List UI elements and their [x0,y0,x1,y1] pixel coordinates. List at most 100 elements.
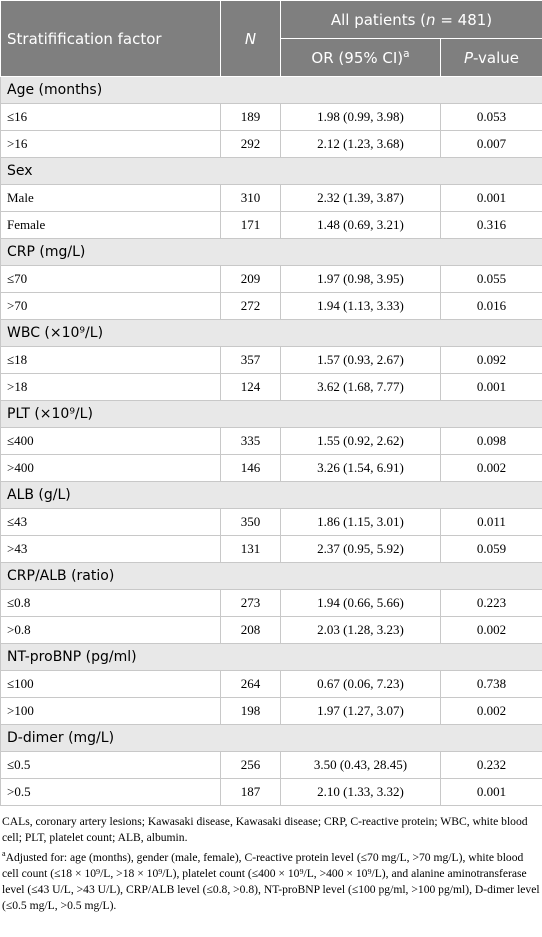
data-row: >0.8 208 2.03 (1.28, 3.23) 0.002 [0,616,542,644]
header-text: P [463,48,474,67]
data-cell: ≤0.5 [0,751,221,779]
data-cell: 1.98 (0.99, 3.98) [280,103,441,131]
data-row: ≤0.5 256 3.50 (0.43, 28.45) 0.232 [0,751,542,779]
group-title: ALB (g/L) [0,481,542,509]
data-cell: 0.016 [439,292,542,320]
data-cell: 0.232 [439,751,542,779]
data-cell: 256 [220,751,281,779]
data-cell: Male [0,184,221,212]
data-cell: 310 [220,184,281,212]
data-cell: 2.03 (1.28, 3.23) [280,616,441,644]
data-cell: 171 [220,211,281,239]
footnote: aAdjusted for: age (months), gender (mal… [2,850,540,914]
data-cell: >400 [0,454,221,482]
data-cell: ≤70 [0,265,221,293]
group-row: PLT (×10⁹/L) [0,400,542,428]
data-row: >100 198 1.97 (1.27, 3.07) 0.002 [0,697,542,725]
header-row: OR (95% CI)a P-value [1,38,542,77]
data-row: ≤18 357 1.57 (0.93, 2.67) 0.092 [0,346,542,374]
data-row: >400 146 3.26 (1.54, 6.91) 0.002 [0,454,542,482]
data-cell: 1.94 (0.66, 5.66) [280,589,441,617]
group-title: WBC (×10⁹/L) [0,319,542,347]
group-title: Age (months) [0,76,542,104]
data-row: >18 124 3.62 (1.68, 7.77) 0.001 [0,373,542,401]
footnote-text: Adjusted for: age (months), gender (male… [2,851,540,912]
data-cell: 131 [220,535,281,563]
data-cell: 292 [220,130,281,158]
footnote: CALs, coronary artery lesions; Kawasaki … [2,815,528,844]
data-cell: 124 [220,373,281,401]
data-row: ≤0.8 273 1.94 (0.66, 5.66) 0.223 [0,589,542,617]
data-cell: 0.223 [439,589,542,617]
data-cell: 1.86 (1.15, 3.01) [280,508,441,536]
data-cell: >0.5 [0,778,221,806]
data-cell: ≤16 [0,103,221,131]
header-text: = 481) [435,10,493,29]
group-row: Age (months) [0,76,542,104]
header-text: OR (95% CI) [311,48,404,67]
data-cell: ≤43 [0,508,221,536]
data-cell: 1.57 (0.93, 2.67) [280,346,441,374]
footnotes: CALs, coronary artery lesions; Kawasaki … [0,806,542,914]
group-row: WBC (×10⁹/L) [0,319,542,347]
header-text: All patients ( [330,10,427,29]
data-cell: 146 [220,454,281,482]
group-title: CRP (mg/L) [0,238,542,266]
data-cell: 0.001 [439,373,542,401]
data-cell: 264 [220,670,281,698]
data-cell: 0.055 [439,265,542,293]
group-title: PLT (×10⁹/L) [0,400,542,428]
header-row: Stratifification factor N All patients (… [0,0,542,77]
data-row: ≤70 209 1.97 (0.98, 3.95) 0.055 [0,265,542,293]
group-title: D-dimer (mg/L) [0,724,542,752]
data-cell: 0.092 [439,346,542,374]
data-cell: 350 [220,508,281,536]
data-row: ≤400 335 1.55 (0.92, 2.62) 0.098 [0,427,542,455]
data-row: ≤16 189 1.98 (0.99, 3.98) 0.053 [0,103,542,131]
footnote-mark: a [2,849,6,859]
data-cell: 1.94 (1.13, 3.33) [280,292,441,320]
group-row: Sex [0,157,542,185]
data-cell: >16 [0,130,221,158]
data-cell: 3.62 (1.68, 7.77) [280,373,441,401]
data-cell: ≤400 [0,427,221,455]
data-row: Female 171 1.48 (0.69, 3.21) 0.316 [0,211,542,239]
group-row: ALB (g/L) [0,481,542,509]
group-row: CRP (mg/L) [0,238,542,266]
data-cell: 0.002 [439,697,542,725]
data-cell: 208 [220,616,281,644]
table-body: Age (months) ≤16 189 1.98 (0.99, 3.98) 0.053… [0,76,542,806]
data-cell: >18 [0,373,221,401]
header-cell: All patients (n = 481) [279,0,542,39]
data-cell: 1.55 (0.92, 2.62) [280,427,441,455]
results-table: Stratifification factor N All patients (… [0,0,542,806]
header-cell: OR (95% CI)a [280,38,441,77]
data-cell: 273 [220,589,281,617]
data-cell: 2.37 (0.95, 5.92) [280,535,441,563]
data-cell: 2.32 (1.39, 3.87) [280,184,441,212]
data-cell: 0.67 (0.06, 7.23) [280,670,441,698]
data-cell: 0.011 [439,508,542,536]
data-cell: 335 [220,427,281,455]
data-row: >43 131 2.37 (0.95, 5.92) 0.059 [0,535,542,563]
header-cell: Stratifification factor [0,0,221,77]
group-row: CRP/ALB (ratio) [0,562,542,590]
data-row: >0.5 187 2.10 (1.33, 3.32) 0.001 [0,778,542,806]
data-cell: 0.059 [439,535,542,563]
data-cell: ≤18 [0,346,221,374]
page: Stratifification factor N All patients (… [0,0,542,914]
data-cell: >100 [0,697,221,725]
data-cell: ≤100 [0,670,221,698]
data-cell: >70 [0,292,221,320]
data-cell: >43 [0,535,221,563]
data-cell: 198 [220,697,281,725]
data-cell: 3.50 (0.43, 28.45) [280,751,441,779]
data-cell: 0.001 [439,184,542,212]
data-cell: 189 [220,103,281,131]
data-cell: Female [0,211,221,239]
data-cell: 0.002 [439,454,542,482]
data-cell: >0.8 [0,616,221,644]
data-cell: 3.26 (1.54, 6.91) [280,454,441,482]
data-cell: 2.10 (1.33, 3.32) [280,778,441,806]
data-cell: 272 [220,292,281,320]
